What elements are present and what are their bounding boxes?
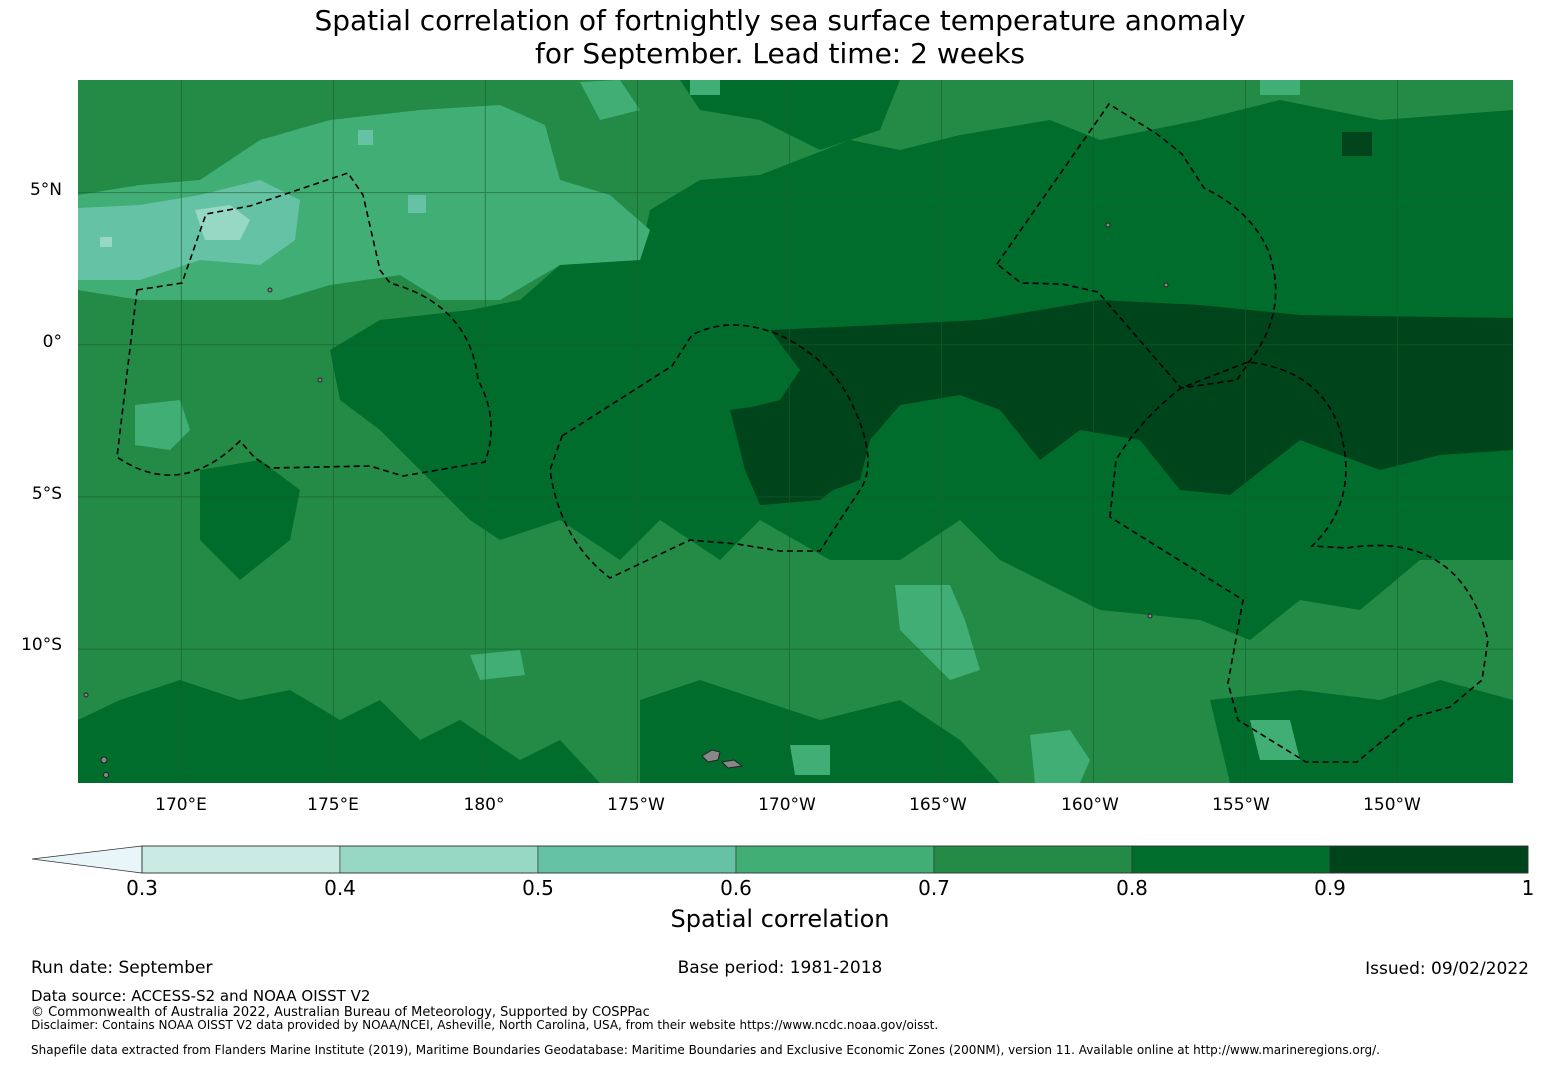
island-dot-2: [103, 772, 109, 778]
island-dot-5: [1105, 222, 1111, 228]
colorbar-tick-2: 0.5: [522, 876, 554, 900]
field-low-north-patch: [358, 130, 373, 145]
lat-label-5n: 5°N: [29, 180, 62, 200]
colorbar-bin-1: [339, 845, 539, 874]
field-medium-south1: [895, 585, 980, 680]
field-very-high-equator: [740, 300, 1513, 505]
colorbar-frame: [141, 845, 1529, 874]
chart-title-line2: for September. Lead time: 2 weeks: [534, 37, 1026, 70]
colorbar-tick-7: 1: [1521, 876, 1535, 900]
lon-label-150w: 150°W: [1363, 795, 1421, 815]
colorbar-label: Spatial correlation: [670, 905, 890, 933]
lat-label-5s: 5°S: [31, 484, 62, 504]
lat-label-10s: 10°S: [21, 635, 62, 655]
field-medium-top2: [1260, 80, 1300, 95]
colorbar-tick-6: 0.9: [1314, 876, 1346, 900]
eez-region-right-north: [995, 102, 1277, 389]
eez-region-left: [116, 172, 492, 477]
colorbar-bin-2: [537, 845, 737, 874]
lon-label-165w: 165°W: [909, 795, 967, 815]
field-medium-north-top: [580, 80, 640, 120]
island-dot-4: [1163, 282, 1169, 288]
lon-label-170w: 170°W: [758, 795, 816, 815]
colorbar-bin-6: [1329, 845, 1529, 874]
chart-title-line1: Spatial correlation of fortnightly sea s…: [314, 4, 1246, 37]
field-medium-south2: [1030, 730, 1090, 783]
eez-boundaries: [116, 102, 1489, 763]
colorbar-tick-5: 0.8: [1116, 876, 1148, 900]
colorbar-tick-0: 0.3: [126, 876, 158, 900]
data-source: Data source: ACCESS-S2 and NOAA OISST V2: [31, 987, 371, 1005]
island-dot-3: [83, 692, 89, 698]
field-lower-patch: [100, 237, 112, 247]
colorbar-bins: [141, 845, 1529, 874]
colorbar-under-triangle: [31, 845, 143, 874]
lon-label-170e: 170°E: [155, 795, 207, 815]
field-medium-west: [135, 400, 190, 450]
island-dot-6: [267, 287, 273, 293]
island-dot-8: [1147, 613, 1153, 619]
island-samoa: [701, 749, 721, 763]
field-high-north: [680, 80, 900, 150]
field-medium-south4: [790, 745, 830, 775]
field-low-north-patch2: [408, 195, 426, 213]
base-period: Base period: 1981-2018: [677, 958, 883, 978]
island-dot-7: [317, 377, 323, 383]
field-high-south: [640, 680, 1000, 783]
issued-date: Issued: 09/02/2022: [1365, 959, 1529, 979]
field-low: [78, 130, 426, 280]
lon-label-180: 180°: [463, 795, 505, 815]
colorbar-bin-5: [1131, 845, 1331, 874]
lon-label-160w: 160°W: [1061, 795, 1119, 815]
colorbar-tick-4: 0.7: [918, 876, 950, 900]
eez-region-center: [549, 324, 869, 579]
field-very-high: [730, 132, 1513, 505]
field-very-high-blob: [730, 400, 860, 505]
field-medium-south5: [470, 650, 525, 680]
field-medium-top1: [690, 80, 720, 95]
colorbar-tick-3: 0.6: [720, 876, 752, 900]
lon-label-175w: 175°W: [607, 795, 665, 815]
islands: [83, 222, 1169, 778]
lon-label-175e: 175°E: [307, 795, 359, 815]
colorbar-bin-4: [933, 845, 1133, 874]
lon-label-155w: 155°W: [1212, 795, 1270, 815]
correlation-map: [78, 80, 1513, 783]
field-very-high-patch: [1342, 132, 1372, 156]
island-dot-1: [100, 756, 108, 764]
copyright: © Commonwealth of Australia 2022, Austra…: [31, 1005, 650, 1020]
field-low-north: [78, 180, 300, 280]
colorbar-bin-0: [141, 845, 341, 874]
field-high-west: [200, 460, 300, 580]
map-gridlines: [78, 80, 1513, 783]
island-samoa-east: [720, 759, 744, 769]
run-date: Run date: September: [31, 958, 213, 978]
colorbar-bin-3: [735, 845, 935, 874]
colorbar-tick-1: 0.4: [324, 876, 356, 900]
field-high-southwest: [78, 680, 600, 783]
disclaimer: Disclaimer: Contains NOAA OISST V2 data …: [31, 1018, 939, 1032]
lat-label-0: 0°: [42, 332, 62, 352]
shapefile-credit: Shapefile data extracted from Flanders M…: [31, 1043, 1380, 1057]
